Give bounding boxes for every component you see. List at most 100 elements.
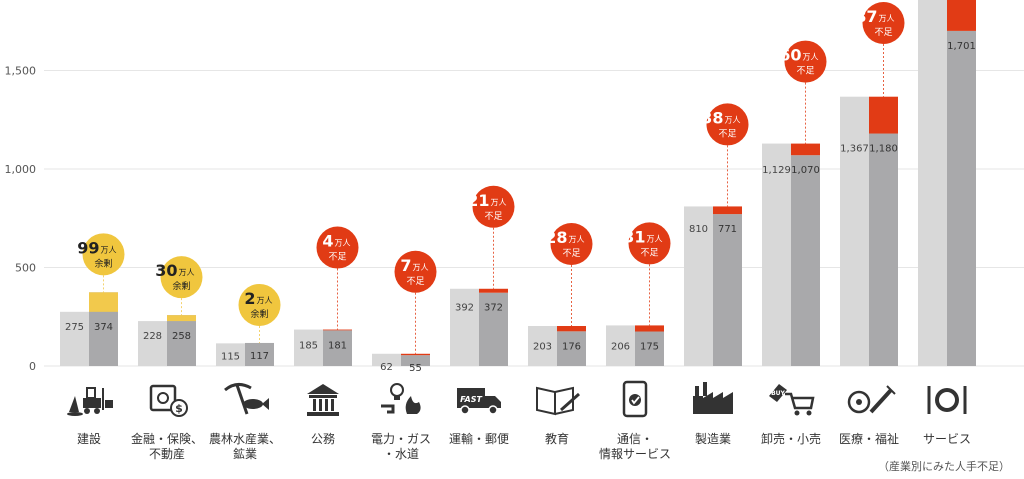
column — [319, 399, 322, 411]
gap-status: 不足 — [874, 27, 892, 38]
cart — [785, 392, 815, 410]
demand-value-label: 372 — [484, 303, 503, 314]
gap-status: 不足 — [328, 252, 346, 263]
demand-value-label: 1,180 — [869, 144, 898, 155]
category-label: 卸売・小売 — [761, 431, 821, 446]
category-label-line: 不動産 — [149, 446, 185, 461]
demand-value-label: 771 — [718, 224, 737, 235]
supply-bar — [138, 321, 167, 366]
utilities-icon — [381, 383, 421, 414]
shopping-cart-icon: BUY — [769, 384, 815, 416]
category-label-line: 運輸・郵便 — [449, 431, 509, 446]
supply-value-label: 185 — [299, 340, 318, 351]
wheel — [488, 405, 498, 415]
category-label-line: 電力・ガス — [371, 432, 431, 446]
category-label: 金融・保険、不動産 — [131, 431, 203, 461]
pen — [560, 392, 580, 412]
shortage-segment — [869, 96, 898, 134]
gap-number: 31 — [623, 227, 645, 246]
category-label-line: 金融・保険、 — [131, 431, 203, 446]
safe-box — [149, 384, 177, 412]
roof — [307, 384, 339, 394]
demand-bar — [713, 214, 742, 366]
category-label: サービス — [923, 432, 971, 446]
category-label-line: 情報サービス — [599, 447, 671, 461]
category-label: 電力・ガス・水道 — [371, 432, 431, 461]
supply-value-label: 206 — [611, 342, 630, 353]
gap-status: 不足 — [796, 66, 814, 77]
category-label-line: サービス — [923, 432, 971, 446]
gap-number: 21 — [467, 191, 489, 210]
demand-value-label: 181 — [328, 340, 347, 351]
construction-icon — [67, 387, 113, 416]
pickaxe-fish-icon — [224, 383, 269, 415]
gap-unit: 万人 — [569, 235, 585, 244]
supply-value-label: 810 — [689, 224, 708, 235]
supply-bar — [450, 288, 479, 366]
finance-safe-icon: $ — [149, 384, 188, 417]
supply-bar — [918, 0, 947, 366]
factory-body — [693, 392, 733, 414]
demand-bar — [947, 30, 976, 366]
gap-number: 60 — [779, 46, 801, 65]
wheel — [460, 405, 470, 415]
demand-bar — [869, 133, 898, 366]
fish-body — [243, 399, 263, 409]
y-tick-label: 1,000 — [5, 163, 37, 176]
demand-bar — [557, 331, 586, 366]
category-label: 製造業 — [695, 432, 731, 446]
supply-bar — [528, 326, 557, 366]
gap-number: 28 — [545, 228, 567, 247]
fast-label: FAST — [460, 395, 482, 404]
cone-base — [67, 412, 83, 416]
chart-note: （産業別にみた人手不足） — [878, 460, 1010, 473]
category-label-line: 通信・ — [617, 432, 653, 446]
category-label: 教育 — [545, 431, 569, 446]
flame — [405, 396, 421, 414]
gap-badge — [550, 223, 593, 266]
supply-value-label: 1,129 — [762, 165, 791, 176]
supply-bar — [606, 325, 635, 366]
gap-unit: 万人 — [879, 14, 895, 23]
book-left-page — [536, 386, 556, 416]
supply-value-label: 275 — [65, 322, 84, 333]
shortage-segment — [479, 288, 508, 293]
shortage-segment — [947, 0, 976, 31]
surplus-segment — [167, 315, 196, 322]
category-label-line: 公務 — [311, 432, 335, 446]
gap-badge — [472, 185, 515, 228]
category-label-line: 卸売・小売 — [761, 431, 821, 446]
syringe-cap — [886, 385, 896, 395]
gap-badge — [394, 250, 437, 293]
safe-dial — [157, 392, 169, 404]
truck-cab — [485, 396, 501, 408]
supply-bar — [684, 206, 713, 366]
shortage-segment — [713, 206, 742, 215]
wheel — [84, 408, 90, 414]
category-label-line: 教育 — [545, 431, 569, 446]
y-tick-label: 0 — [29, 360, 36, 373]
syringe — [869, 388, 893, 414]
fish-tail — [262, 398, 269, 410]
phone-body — [622, 380, 648, 418]
demand-value-label: 258 — [172, 331, 191, 342]
category-label: 建設 — [77, 431, 101, 446]
coin — [170, 399, 188, 417]
supply-value-label: 115 — [221, 351, 240, 362]
government-building-icon — [307, 384, 339, 416]
shortage-segment — [401, 353, 430, 356]
gap-number: 7 — [400, 256, 411, 275]
category-label-line: 建設 — [77, 431, 101, 446]
gap-unit: 万人 — [803, 53, 819, 62]
gap-badge — [82, 233, 125, 276]
supply-value-label: 203 — [533, 341, 552, 352]
bulb-base — [394, 396, 400, 400]
demand-bar — [479, 292, 508, 366]
gap-status: 不足 — [640, 247, 658, 258]
column — [313, 399, 316, 411]
gap-unit: 万人 — [491, 198, 507, 207]
